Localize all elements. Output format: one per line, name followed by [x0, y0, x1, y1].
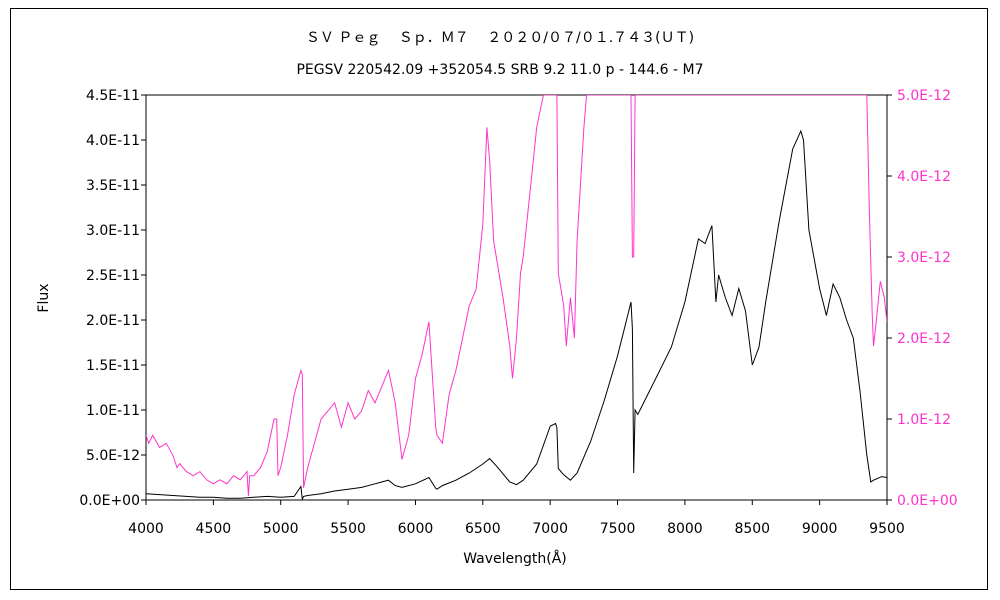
x-tick-label: 6500	[465, 521, 501, 537]
y-tick-label: 2.5E-11	[86, 268, 140, 284]
x-tick-label: 8500	[734, 521, 770, 537]
y2-tick-label: 2.0E-12	[897, 331, 951, 347]
y-axis-label: Flux	[36, 283, 52, 312]
x-tick-label: 7000	[532, 521, 568, 537]
x-tick-label: 4500	[196, 521, 232, 537]
y2-tick-label: 4.0E-12	[897, 169, 951, 185]
chart-frame	[10, 8, 988, 590]
y-tick-label: 3.5E-11	[86, 178, 140, 194]
y2-tick-label: 0.0E+00	[897, 493, 958, 509]
y-tick-label: 1.0E-11	[86, 403, 140, 419]
chart-subtitle: PEGSV 220542.09 +352054.5 SRB 9.2 11.0 p…	[296, 62, 703, 78]
x-tick-label: 4000	[128, 521, 164, 537]
x-tick-label: 9000	[802, 521, 838, 537]
plot-area	[145, 94, 888, 501]
x-tick-label: 7500	[600, 521, 636, 537]
x-tick-label: 5000	[263, 521, 299, 537]
x-tick-label: 9500	[869, 521, 905, 537]
y-tick-label: 5.0E-12	[86, 448, 140, 464]
chart-title: ＳＶ Ｐｅｇ Ｓｐ．Ｍ７ ２０２０/０７/０１.７４３(ＵＴ)	[306, 30, 694, 46]
y-tick-label: 0.0E+00	[79, 493, 140, 509]
series-line-left-axis	[146, 129, 887, 500]
y-tick-label: 1.5E-11	[86, 358, 140, 374]
x-tick-label: 6000	[398, 521, 434, 537]
y2-tick-label: 5.0E-12	[897, 88, 951, 104]
y2-tick-label: 1.0E-12	[897, 412, 951, 428]
y-tick-label: 2.0E-11	[86, 313, 140, 329]
y-tick-label: 4.0E-11	[86, 133, 140, 149]
series-line-right-axis	[146, 95, 887, 496]
y-tick-label: 3.0E-11	[86, 223, 140, 239]
y-tick-label: 4.5E-11	[86, 88, 140, 104]
x-tick-label: 8000	[667, 521, 703, 537]
y2-tick-label: 3.0E-12	[897, 250, 951, 266]
x-tick-label: 5500	[330, 521, 366, 537]
x-axis-label: Wavelength(Å)	[463, 550, 567, 567]
